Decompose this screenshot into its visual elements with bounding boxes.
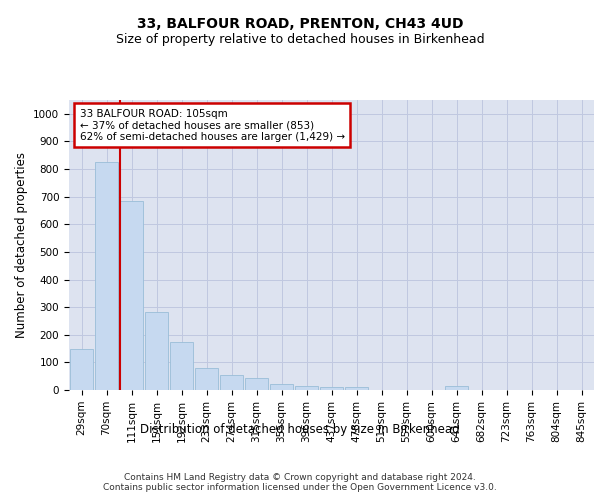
Text: 33 BALFOUR ROAD: 105sqm
← 37% of detached houses are smaller (853)
62% of semi-d: 33 BALFOUR ROAD: 105sqm ← 37% of detache… bbox=[79, 108, 344, 142]
Text: 33, BALFOUR ROAD, PRENTON, CH43 4UD: 33, BALFOUR ROAD, PRENTON, CH43 4UD bbox=[137, 18, 463, 32]
Text: Distribution of detached houses by size in Birkenhead: Distribution of detached houses by size … bbox=[140, 422, 460, 436]
Bar bbox=[120, 201, 143, 390]
Bar bbox=[145, 312, 168, 390]
Y-axis label: Number of detached properties: Number of detached properties bbox=[14, 152, 28, 338]
Bar bbox=[270, 384, 293, 390]
Bar bbox=[220, 375, 243, 390]
Bar bbox=[70, 348, 93, 390]
Bar bbox=[345, 387, 368, 390]
Bar bbox=[170, 342, 193, 390]
Text: Contains HM Land Registry data © Crown copyright and database right 2024.
Contai: Contains HM Land Registry data © Crown c… bbox=[103, 472, 497, 492]
Bar bbox=[445, 386, 468, 390]
Bar bbox=[295, 386, 318, 390]
Bar bbox=[245, 378, 268, 390]
Bar bbox=[95, 162, 118, 390]
Text: Size of property relative to detached houses in Birkenhead: Size of property relative to detached ho… bbox=[116, 32, 484, 46]
Bar bbox=[195, 368, 218, 390]
Bar bbox=[320, 387, 343, 390]
